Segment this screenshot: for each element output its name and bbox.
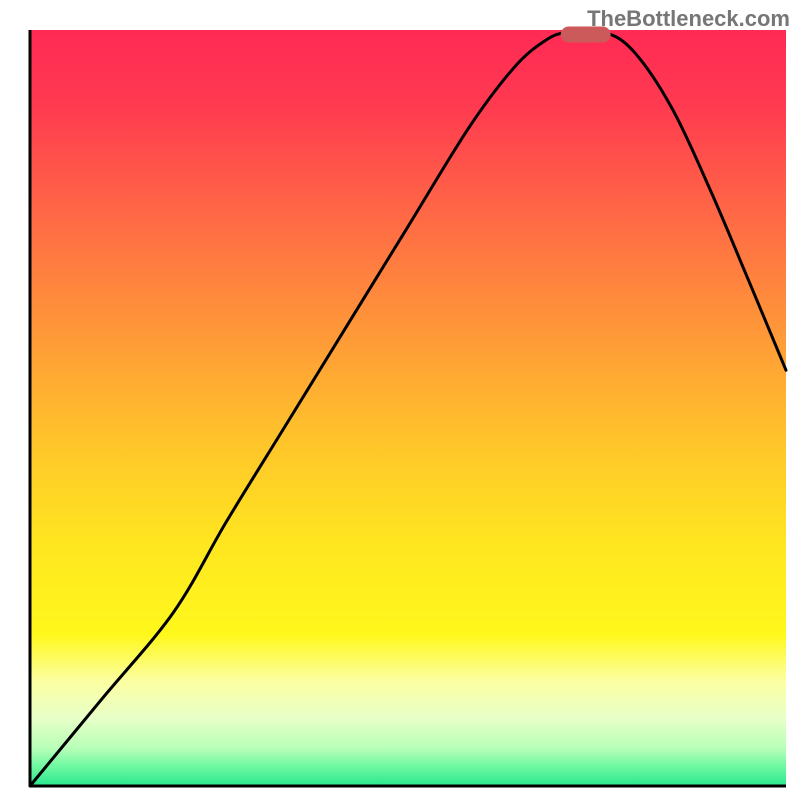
watermark-text: TheBottleneck.com (587, 6, 790, 32)
bottleneck-chart (0, 0, 800, 800)
gradient-background (30, 30, 786, 786)
chart-container: TheBottleneck.com (0, 0, 800, 800)
